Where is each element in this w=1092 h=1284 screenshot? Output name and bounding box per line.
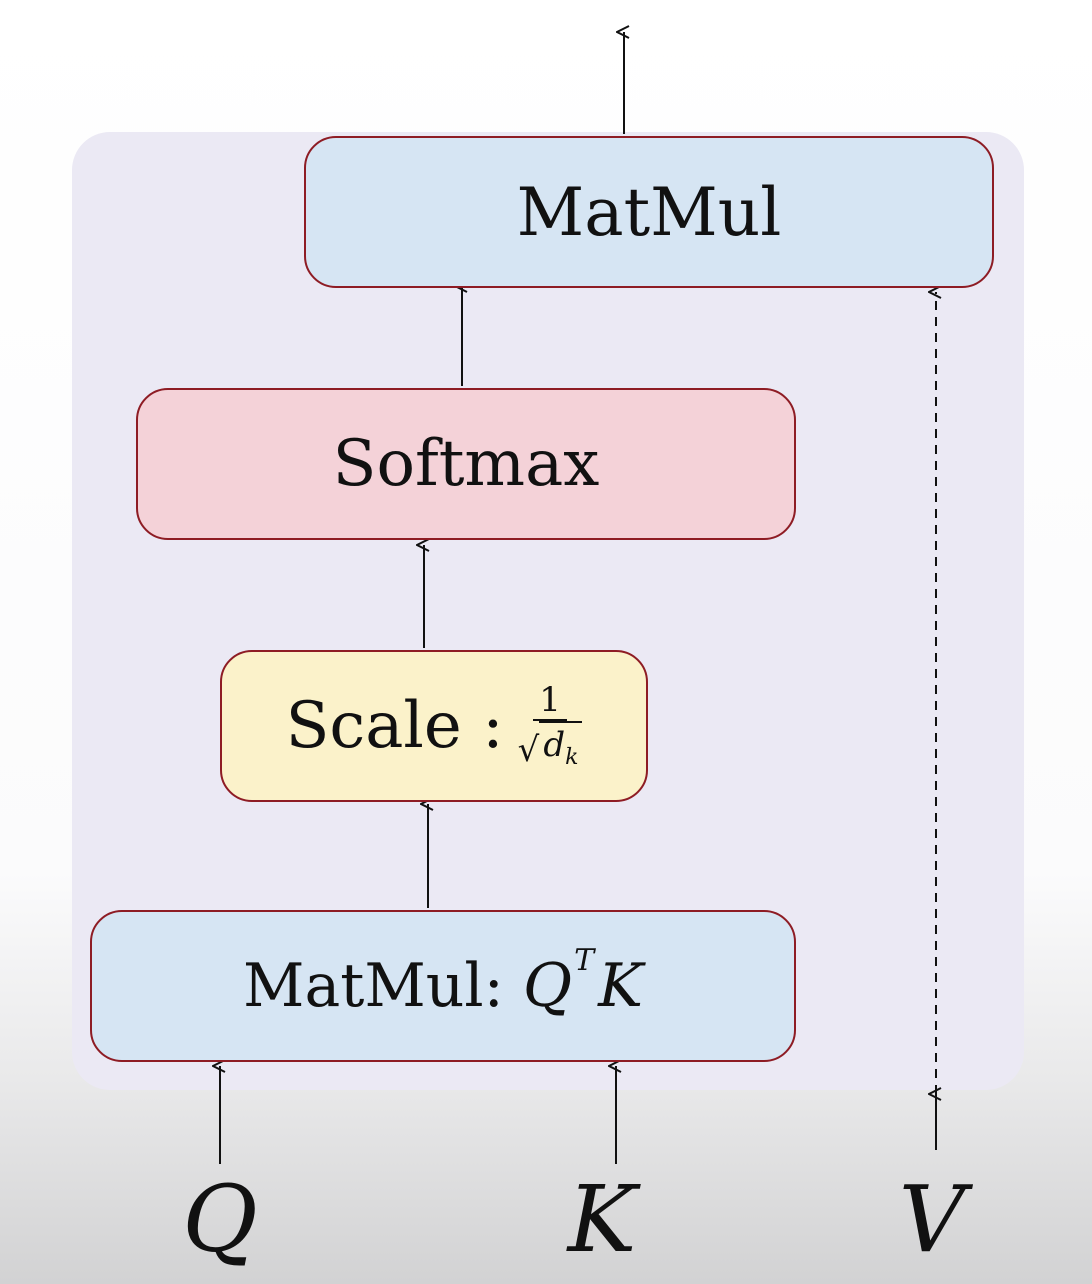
scale-label: Scale : xyxy=(285,689,504,763)
sqrt-symbol: √ xyxy=(517,729,540,770)
matmul-qk-k: K xyxy=(598,951,643,1021)
fraction-numerator: 1 xyxy=(533,681,567,721)
softmax-label: Softmax xyxy=(332,427,600,501)
radicand-subscript: k xyxy=(565,744,579,770)
input-k-label: K xyxy=(567,1166,637,1273)
input-v-label: V xyxy=(898,1166,966,1273)
scale-fraction: 1 √ dk xyxy=(518,681,583,772)
fraction-denominator: √ dk xyxy=(517,720,583,772)
matmul-qk-label: MatMul: xyxy=(243,951,504,1021)
matmul-output-label: MatMul xyxy=(516,173,782,251)
softmax-box: Softmax xyxy=(136,388,796,540)
matmul-output-box: MatMul xyxy=(304,136,994,288)
matmul-qk-superscript: T xyxy=(574,942,595,978)
scale-box: Scale : 1 √ dk xyxy=(220,650,648,802)
input-q-label: Q xyxy=(182,1166,258,1273)
radicand-d: d xyxy=(543,724,566,765)
matmul-qk-q: Q xyxy=(522,951,573,1021)
sqrt-radicand: dk xyxy=(539,720,583,772)
